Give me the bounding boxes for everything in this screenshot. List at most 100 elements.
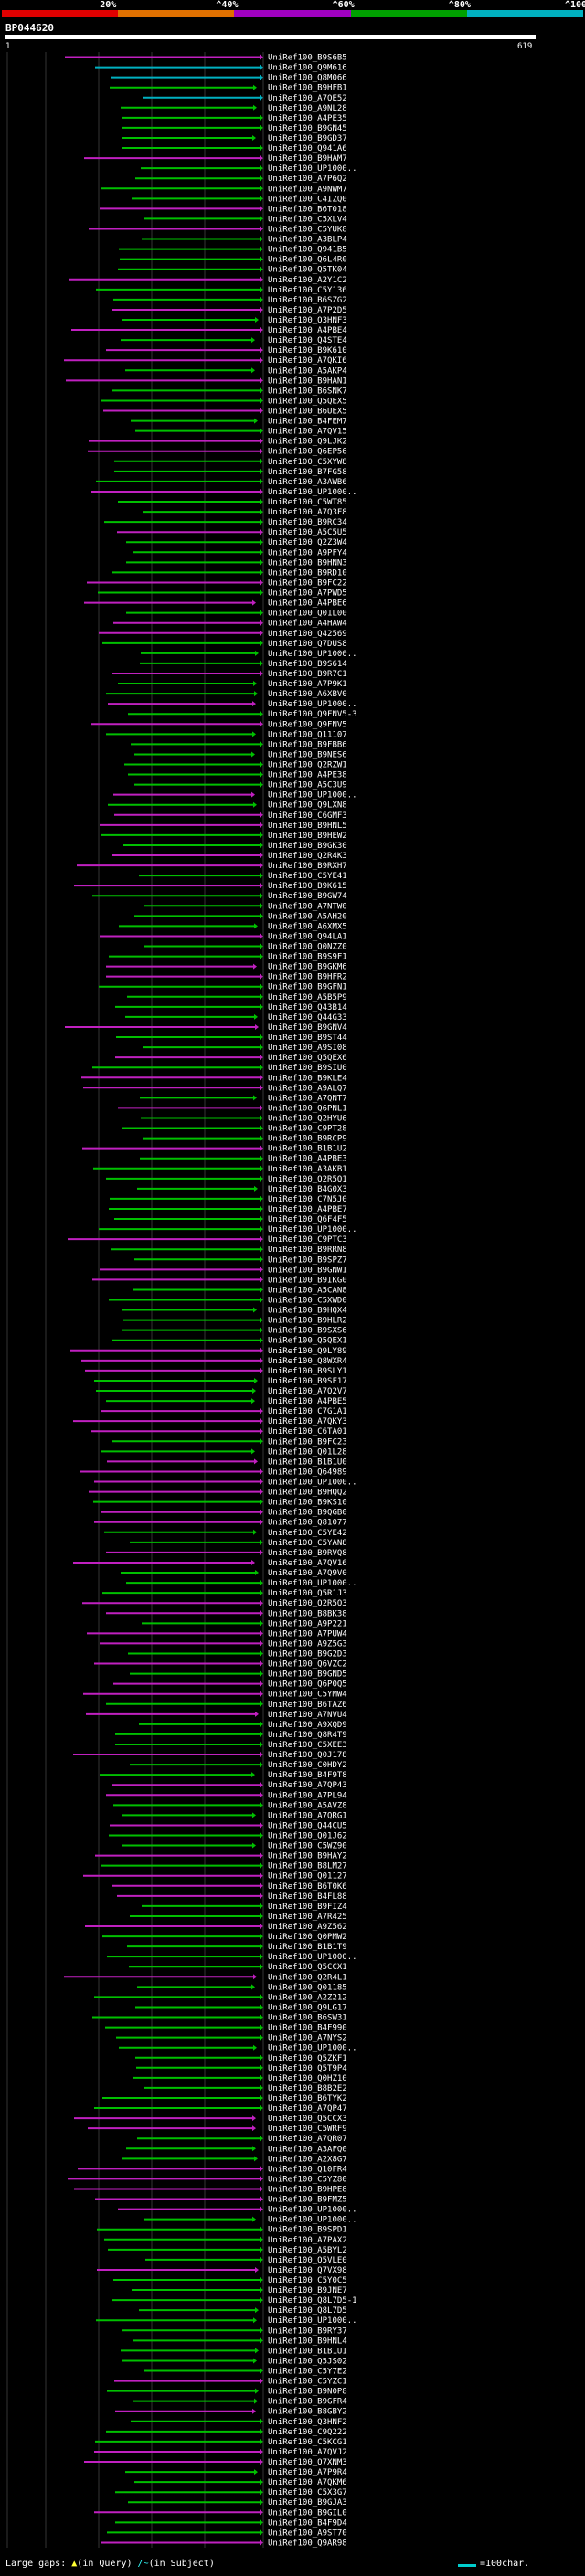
hit-end-arrow bbox=[252, 701, 256, 707]
hit-end-arrow bbox=[260, 1267, 263, 1273]
hit-end-arrow bbox=[260, 842, 263, 848]
hit-end-arrow bbox=[260, 226, 263, 232]
hit-end-arrow bbox=[260, 1479, 263, 1485]
hit-label: UniRef100_C5KCG1 bbox=[268, 2438, 347, 2447]
hit-label: UniRef100_A7QKM6 bbox=[268, 2478, 347, 2487]
hit-end-arrow bbox=[260, 1509, 263, 1515]
hit-label: UniRef100_B9HEW2 bbox=[268, 832, 347, 841]
hit-end-arrow bbox=[260, 1549, 263, 1555]
hit-label: UniRef100_B6SW31 bbox=[268, 2014, 347, 2023]
hit-end-arrow bbox=[260, 1489, 263, 1495]
gap-note: Large gaps: ▲(in Query) /~(in Subject) bbox=[5, 2559, 215, 2569]
hit-label: UniRef100_A7P9R4 bbox=[268, 2468, 347, 2477]
hit-label: UniRef100_C5Y7E2 bbox=[268, 2368, 347, 2377]
hit-end-arrow bbox=[260, 2368, 263, 2374]
hit-end-arrow bbox=[260, 873, 263, 879]
hit-end-arrow bbox=[260, 2004, 263, 2010]
hit-label: UniRef100_B6TAZ6 bbox=[268, 1701, 347, 1710]
hit-label: UniRef100_C9Q222 bbox=[268, 2428, 347, 2437]
hit-label: UniRef100_B9SPD1 bbox=[268, 2226, 347, 2235]
hit-label: UniRef100_Q4STE4 bbox=[268, 336, 347, 345]
hit-label: UniRef100_B9HFB1 bbox=[268, 84, 347, 93]
hit-label: UniRef100_C5YAN8 bbox=[268, 1539, 347, 1548]
legend-label: 20% bbox=[100, 0, 117, 10]
hit-end-arrow bbox=[260, 1256, 263, 1263]
hit-end-arrow bbox=[260, 913, 263, 919]
hit-end-arrow bbox=[260, 155, 263, 162]
hit-label: UniRef100_A7NVU4 bbox=[268, 1711, 347, 1720]
hit-label: UniRef100_B4FL88 bbox=[268, 1892, 347, 1902]
hit-end-arrow bbox=[260, 2276, 263, 2283]
hit-label: UniRef100_A7NYS2 bbox=[268, 2034, 347, 2043]
hit-end-arrow bbox=[260, 640, 263, 646]
hit-label: UniRef100_Q3HNF2 bbox=[268, 2418, 347, 2427]
hit-end-arrow bbox=[260, 2136, 263, 2142]
hit-end-arrow bbox=[260, 114, 263, 121]
hit-label: UniRef100_A7Q9V0 bbox=[268, 1569, 347, 1578]
hit-label: UniRef100_B9SF17 bbox=[268, 1377, 347, 1386]
hit-end-arrow bbox=[260, 306, 263, 313]
hit-label: UniRef100_A3BLP4 bbox=[268, 236, 347, 245]
hit-label: UniRef100_C5Y0C5 bbox=[268, 2276, 347, 2285]
hit-label: UniRef100_A7QKY3 bbox=[268, 1417, 347, 1426]
hit-label: UniRef100_Q64989 bbox=[268, 1468, 347, 1477]
hit-end-arrow bbox=[253, 681, 257, 687]
hit-end-arrow bbox=[260, 1882, 263, 1889]
hit-label: UniRef100_A4HAW4 bbox=[268, 620, 347, 629]
hit-end-arrow bbox=[260, 1205, 263, 1212]
hit-end-arrow bbox=[251, 337, 255, 344]
hit-end-arrow bbox=[260, 357, 263, 364]
hit-label: UniRef100_UP1000.. bbox=[268, 1953, 357, 1962]
hit-end-arrow bbox=[260, 1337, 263, 1343]
hit-label: UniRef100_A7P6Q2 bbox=[268, 175, 347, 184]
hit-label: UniRef100_Q8M066 bbox=[268, 74, 347, 83]
hit-end-arrow bbox=[260, 1135, 263, 1141]
hit-label: UniRef100_B6SZG2 bbox=[268, 296, 347, 305]
hit-label: UniRef100_B4F9D4 bbox=[268, 2518, 347, 2528]
hit-end-arrow bbox=[260, 2418, 263, 2424]
hit-label: UniRef100_A7QRG1 bbox=[268, 1811, 347, 1820]
hit-label: UniRef100_Q2R4K3 bbox=[268, 852, 347, 861]
subject-gap-label: (in Subject) bbox=[148, 2559, 215, 2569]
hit-end-arrow bbox=[253, 1307, 257, 1313]
hit-end-arrow bbox=[260, 2064, 263, 2071]
hit-label: UniRef100_B6SNK7 bbox=[268, 387, 347, 396]
hit-label: UniRef100_B6TYK2 bbox=[268, 2094, 347, 2104]
hit-label: UniRef100_A5B5P9 bbox=[268, 993, 347, 1002]
hit-label: UniRef100_B9GK30 bbox=[268, 842, 347, 851]
hit-end-arrow bbox=[260, 1438, 263, 1445]
hit-end-arrow bbox=[260, 1660, 263, 1667]
hit-end-arrow bbox=[260, 196, 263, 202]
legend-label: ^80% bbox=[448, 0, 471, 10]
hit-label: UniRef100_Q5VLE0 bbox=[268, 2256, 347, 2265]
hit-end-arrow bbox=[260, 781, 263, 788]
hit-label: UniRef100_B9GND5 bbox=[268, 1670, 347, 1680]
hit-end-arrow bbox=[260, 2024, 263, 2030]
hit-end-arrow bbox=[260, 1610, 263, 1617]
hit-end-arrow bbox=[260, 458, 263, 464]
hit-end-arrow bbox=[251, 1559, 255, 1565]
hit-label: UniRef100_B9HLR2 bbox=[268, 1317, 347, 1326]
hit-label: UniRef100_Q2Z3W4 bbox=[268, 538, 347, 547]
hit-label: UniRef100_A7Q3F8 bbox=[268, 508, 347, 517]
hit-end-arrow bbox=[253, 2044, 257, 2051]
hit-end-arrow bbox=[252, 2115, 256, 2122]
hit-label: UniRef100_UP1000.. bbox=[268, 1479, 357, 1488]
hit-end-arrow bbox=[260, 2196, 263, 2202]
hit-end-arrow bbox=[260, 1044, 263, 1051]
hit-end-arrow bbox=[260, 94, 263, 101]
hit-label: UniRef100_A3AWB6 bbox=[268, 478, 347, 487]
hit-label: UniRef100_UP1000.. bbox=[268, 164, 357, 174]
hit-end-arrow bbox=[260, 377, 263, 384]
hit-end-arrow bbox=[260, 943, 263, 949]
hit-end-arrow bbox=[260, 1317, 263, 1323]
hit-end-arrow bbox=[255, 2266, 259, 2273]
hit-label: UniRef100_A7PUW4 bbox=[268, 1629, 347, 1638]
hit-end-arrow bbox=[260, 933, 263, 939]
hit-end-arrow bbox=[260, 1913, 263, 1919]
hit-end-arrow bbox=[260, 1792, 263, 1798]
hit-label: UniRef100_B1B1U0 bbox=[268, 1458, 347, 1467]
hit-label: UniRef100_A4PBE7 bbox=[268, 1205, 347, 1214]
hit-label: UniRef100_Q6PNL1 bbox=[268, 1104, 347, 1113]
hit-end-arrow bbox=[260, 408, 263, 414]
